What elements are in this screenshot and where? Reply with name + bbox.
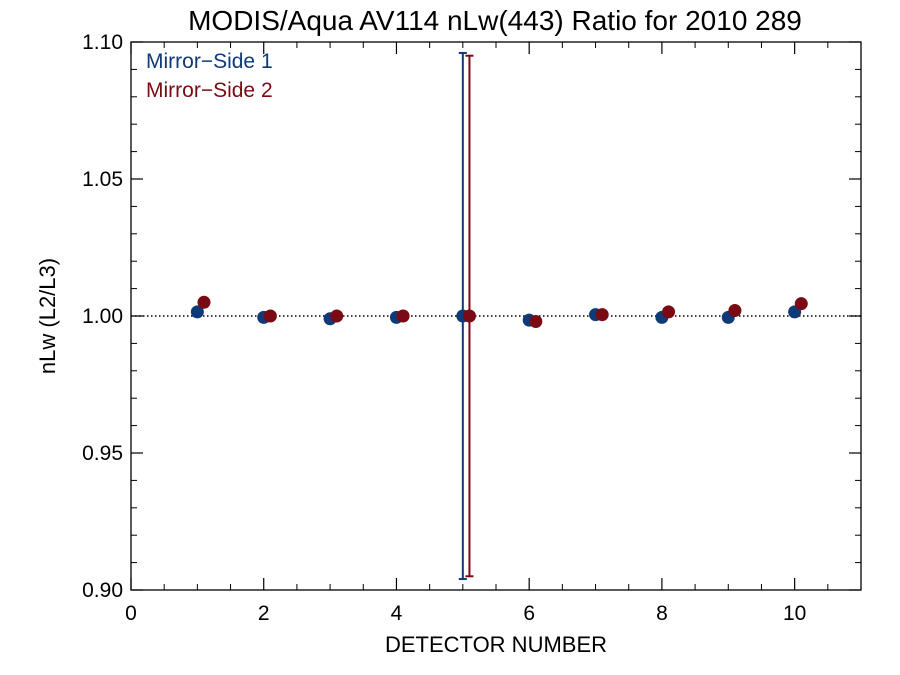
data-point-series-2 [662, 305, 676, 319]
axis-ticks-layer: 0 2 4 6 8 10 0.90 0.95 1.00 1.05 1.10 [82, 31, 862, 625]
data-point-series-2 [794, 297, 808, 311]
x-tick-label: 4 [391, 602, 403, 625]
data-point-series-2 [529, 314, 543, 328]
data-point-series-2 [595, 308, 609, 322]
data-point-series-2 [462, 309, 476, 323]
x-tick-label: 10 [783, 602, 806, 625]
data-points-layer [190, 295, 808, 328]
data-point-series-2 [197, 295, 211, 309]
data-point-series-2 [330, 309, 344, 323]
data-point-series-2 [263, 309, 277, 323]
data-point-series-2 [396, 309, 410, 323]
y-tick-label: 0.90 [82, 579, 123, 602]
data-point-series-2 [728, 304, 742, 318]
legend-entry-mirror-side-1: Mirror−Side 1 [146, 50, 273, 73]
legend: Mirror−Side 1 Mirror−Side 2 [146, 50, 273, 102]
chart-title: MODIS/Aqua AV114 nLw(443) Ratio for 2010… [188, 5, 802, 36]
x-tick-label: 0 [125, 602, 137, 625]
x-axis-title: DETECTOR NUMBER [385, 632, 607, 657]
legend-entry-mirror-side-2: Mirror−Side 2 [146, 79, 273, 102]
y-tick-label: 0.95 [82, 442, 123, 465]
x-tick-label: 2 [258, 602, 270, 625]
y-tick-label: 1.00 [82, 305, 123, 328]
y-tick-label: 1.10 [82, 31, 123, 54]
x-tick-label: 8 [656, 602, 668, 625]
data-point-series-1 [190, 305, 204, 319]
y-tick-label: 1.05 [82, 168, 123, 191]
y-axis-title: nLw (L2/L3) [35, 258, 60, 374]
x-tick-label: 6 [523, 602, 535, 625]
